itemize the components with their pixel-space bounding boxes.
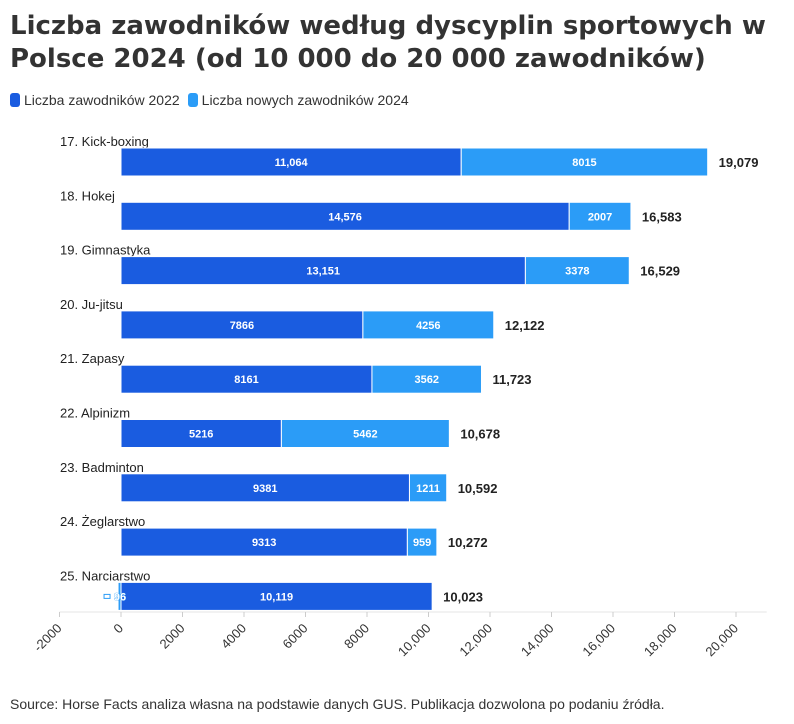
category-label: 25. Narciarstwo xyxy=(60,568,150,583)
x-tick-label: 20,000 xyxy=(702,621,741,660)
x-tick-label: -2000 xyxy=(31,621,65,655)
x-tick-label: 8000 xyxy=(341,621,372,652)
category-label: 18. Hokej xyxy=(60,188,115,203)
bar-label-series1: 5216 xyxy=(189,429,213,441)
legend-item-series2[interactable]: Liczba nowych zawodników 2024 xyxy=(187,92,409,108)
bar-label-series1: 9313 xyxy=(252,537,276,549)
bar-series2[interactable] xyxy=(460,147,709,177)
bar-series1[interactable] xyxy=(120,581,433,611)
total-label: 12,122 xyxy=(505,318,545,333)
legend-item-series1[interactable]: Liczba zawodników 2022 xyxy=(10,92,180,108)
bar-series1[interactable] xyxy=(120,527,408,557)
category-label: 24. Żeglarstwo xyxy=(60,514,145,529)
category-label: 17. Kick-boxing xyxy=(60,134,149,149)
bar-label-series2: 959 xyxy=(413,537,431,549)
bar-series2[interactable] xyxy=(371,364,482,394)
legend: Liczba zawodników 2022 Liczba nowych zaw… xyxy=(10,92,409,108)
source-note: Source: Horse Facts analiza własna na po… xyxy=(10,696,665,712)
total-label: 10,272 xyxy=(448,535,488,550)
category-label: 20. Ju-jitsu xyxy=(60,297,123,312)
bar-series2[interactable] xyxy=(408,473,448,503)
x-tick-label: 18,000 xyxy=(641,621,680,660)
x-tick-label: 12,000 xyxy=(456,621,495,660)
x-tick-label: 4000 xyxy=(218,621,249,652)
total-label: 11,723 xyxy=(492,372,531,387)
legend-label-series2: Liczba nowych zawodników 2024 xyxy=(201,92,409,108)
total-label: 10,592 xyxy=(458,481,498,496)
bar-label-series1: 13,151 xyxy=(306,266,340,278)
x-tick-label: 6000 xyxy=(280,621,311,652)
bar-series1[interactable] xyxy=(120,310,364,340)
x-tick-label: 2000 xyxy=(157,621,188,652)
bar-label-series1: 10,119 xyxy=(260,591,293,603)
bar-series1[interactable] xyxy=(120,201,570,231)
bar-series2[interactable] xyxy=(362,310,495,340)
bar-series2[interactable] xyxy=(568,201,632,231)
bar-series1[interactable] xyxy=(120,419,282,448)
bar-label-series2: 3562 xyxy=(414,374,438,386)
bar-label-series2: 2007 xyxy=(588,211,612,223)
bar-series1[interactable] xyxy=(120,364,373,394)
bar-series1[interactable] xyxy=(120,473,410,503)
bar-label-series2: 1211 xyxy=(416,483,440,495)
bar-label-series1: 8161 xyxy=(234,374,258,386)
bar-label-series2: 8015 xyxy=(572,157,596,169)
category-label: 22. Alpinizm xyxy=(60,406,130,421)
bar-label-series2: 3378 xyxy=(565,266,589,278)
x-tick-label: 16,000 xyxy=(579,621,618,660)
bar-label-series1: 14,576 xyxy=(328,211,362,223)
bar-label-series1: 7866 xyxy=(230,320,254,332)
bar-series2[interactable] xyxy=(524,256,630,286)
bar-series2[interactable] xyxy=(280,419,450,448)
bar-label-series2: 4256 xyxy=(416,320,440,332)
bar-label-series2: 5462 xyxy=(353,429,377,441)
x-tick-label: 10,000 xyxy=(395,621,434,660)
chart-title: Liczba zawodników według dyscyplin sport… xyxy=(10,11,766,74)
bar-series2[interactable] xyxy=(117,581,122,611)
negative-marker xyxy=(103,593,111,599)
bar-label-series1: 9381 xyxy=(253,483,277,495)
category-label: 23. Badminton xyxy=(60,460,144,475)
total-label: 10,678 xyxy=(460,427,500,442)
bar-series1[interactable] xyxy=(120,256,526,286)
bar-series2[interactable] xyxy=(406,527,438,557)
x-tick-label: 0 xyxy=(110,621,126,637)
total-label: 16,529 xyxy=(640,264,680,279)
total-label: 10,023 xyxy=(443,589,483,604)
total-label: 19,079 xyxy=(719,155,759,170)
x-tick-label: 14,000 xyxy=(518,621,557,660)
bar-label-series2: 96 xyxy=(114,591,126,603)
bar-chart: 17. Kick-boxing 11,064 8015 19,079 18. Hokej… xyxy=(31,134,767,660)
legend-swatch-series2 xyxy=(187,93,198,107)
legend-label-series1: Liczba zawodników 2022 xyxy=(24,92,180,108)
category-label: 21. Zapasy xyxy=(60,351,125,366)
legend-swatch-series1 xyxy=(10,93,20,107)
category-label: 19. Gimnastyka xyxy=(60,243,151,258)
bar-label-series1: 11,064 xyxy=(275,157,309,169)
total-label: 16,583 xyxy=(642,209,682,224)
